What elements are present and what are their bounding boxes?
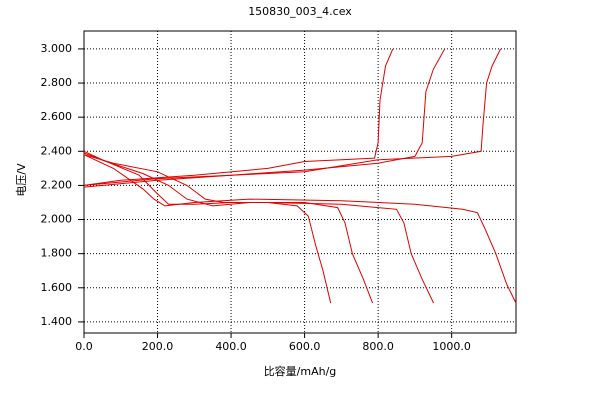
y-tick-label: 3.000 <box>41 42 73 55</box>
x-tick-label: 0.0 <box>75 340 93 353</box>
y-tick-label: 2.000 <box>41 213 73 226</box>
y-tick-label: 1.400 <box>41 315 73 328</box>
chart-title: 150830_003_4.cex <box>248 5 352 18</box>
x-tick-label: 400.0 <box>215 340 247 353</box>
curve <box>83 48 502 188</box>
x-tick-label: 800.0 <box>362 340 394 353</box>
curve <box>83 154 517 304</box>
y-axis-label: 电压/V <box>15 163 28 197</box>
y-tick-label: 1.800 <box>41 247 73 260</box>
x-axis-label: 比容量/mAh/g <box>264 364 337 378</box>
x-tick-label: 600.0 <box>289 340 321 353</box>
curve <box>83 48 394 186</box>
curve <box>83 154 435 304</box>
curve <box>83 48 446 186</box>
y-tick-label: 1.600 <box>41 281 73 294</box>
y-tick-label: 2.800 <box>41 76 73 89</box>
y-tick-label: 2.200 <box>41 178 73 191</box>
y-tick-label: 2.400 <box>41 144 73 157</box>
x-tick-label: 1000.0 <box>432 340 471 353</box>
y-tick-label: 2.600 <box>41 110 73 123</box>
x-tick-label: 200.0 <box>142 340 174 353</box>
